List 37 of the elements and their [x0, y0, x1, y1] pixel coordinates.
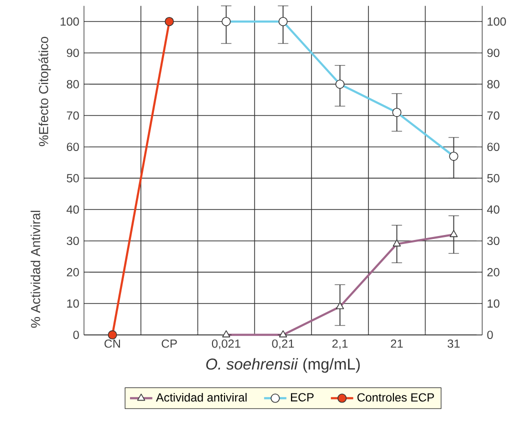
y-tick-label: 20: [66, 268, 79, 276]
y-tick-label: 10: [67, 299, 79, 308]
y2-tick-label: 70: [487, 111, 500, 120]
y2-tick-label: 10: [488, 299, 500, 308]
y-tick-label: 50: [66, 174, 79, 182]
x-tick-label: 0,21: [272, 340, 294, 350]
y2-tick-label: 30: [487, 236, 500, 246]
legend-label: ECP: [291, 393, 314, 402]
y-tick-label: 70: [66, 111, 79, 120]
x-tick-label: 0,021: [212, 340, 240, 350]
point: [108, 330, 117, 340]
legend-label: Controles ECP: [357, 393, 434, 402]
x-tick-label: 21: [390, 340, 403, 348]
y-tick-label: 40: [66, 205, 79, 214]
y-tick-label: 30: [66, 236, 79, 246]
y2-tick-label: 0: [487, 330, 493, 340]
y-tick-label: 90: [66, 48, 79, 58]
text: % Actividad Antiviral: [30, 210, 40, 328]
y-tick-label: 60: [66, 142, 79, 152]
point: [164, 17, 174, 26]
y2-tick-label: 80: [487, 80, 500, 88]
y-axis-title: %Efecto Citopático: [38, 36, 51, 146]
y2-tick-label: 50: [487, 174, 500, 182]
y-tick-label: 100: [60, 17, 79, 26]
y2-tick-label: 60: [487, 142, 500, 152]
y2-tick-label: 90: [487, 48, 500, 58]
x-tick-label: 31: [448, 340, 460, 348]
x-tick-label: CP: [162, 340, 177, 348]
y-tick-label: 0: [73, 330, 79, 340]
y2-tick-label: 100: [488, 17, 506, 26]
x-tick-label: 2,1: [332, 340, 348, 350]
y2-tick-label: 20: [487, 268, 500, 276]
x-axis-title: O. soehrensii (mg/mL): [206, 358, 360, 373]
y2-tick-label: 40: [487, 205, 500, 214]
x-tick-label: CN: [104, 340, 120, 348]
y-tick-label: 80: [66, 80, 79, 88]
legend-label: Actividad antiviral: [156, 393, 247, 402]
